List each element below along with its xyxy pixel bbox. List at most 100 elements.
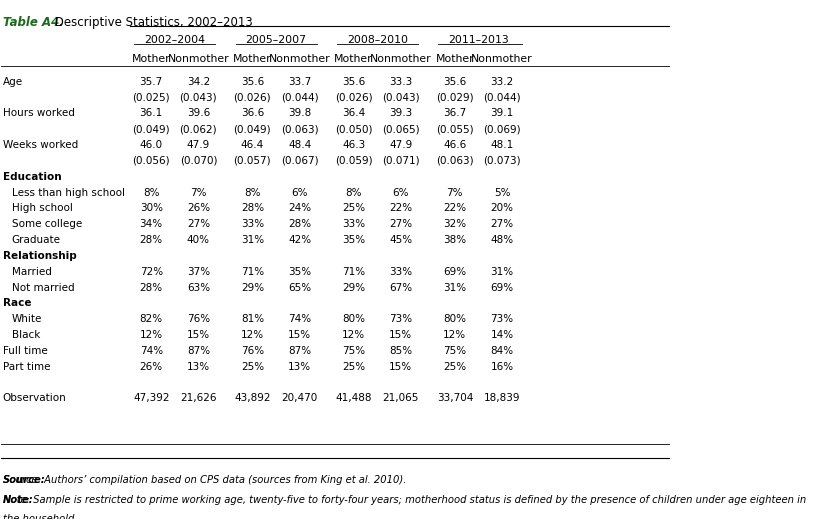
Text: Mother: Mother — [132, 53, 170, 63]
Text: (0.044): (0.044) — [281, 92, 318, 103]
Text: 33.3: 33.3 — [389, 77, 412, 87]
Text: (0.026): (0.026) — [234, 92, 271, 103]
Text: 71%: 71% — [342, 267, 365, 277]
Text: 15%: 15% — [187, 330, 210, 340]
Text: Education: Education — [3, 172, 61, 182]
Text: 41,488: 41,488 — [336, 393, 372, 403]
Text: 39.6: 39.6 — [187, 108, 210, 118]
Text: 31%: 31% — [443, 282, 467, 293]
Text: 47.9: 47.9 — [389, 140, 412, 150]
Text: 33%: 33% — [240, 219, 264, 229]
Text: 72%: 72% — [139, 267, 163, 277]
Text: 18,839: 18,839 — [483, 393, 520, 403]
Text: 24%: 24% — [288, 203, 311, 213]
Text: 80%: 80% — [342, 314, 365, 324]
Text: Mother: Mother — [436, 53, 474, 63]
Text: 29%: 29% — [240, 282, 264, 293]
Text: High school: High school — [12, 203, 73, 213]
Text: Note:: Note: — [3, 495, 33, 505]
Text: 21,065: 21,065 — [382, 393, 419, 403]
Text: 46.0: 46.0 — [139, 140, 163, 150]
Text: Hours worked: Hours worked — [3, 108, 74, 118]
Text: Mother: Mother — [233, 53, 271, 63]
Text: 25%: 25% — [342, 362, 365, 372]
Text: 39.1: 39.1 — [490, 108, 514, 118]
Text: Some college: Some college — [12, 219, 82, 229]
Text: 35.6: 35.6 — [342, 77, 365, 87]
Text: 87%: 87% — [288, 346, 311, 356]
Text: 36.1: 36.1 — [139, 108, 163, 118]
Text: (0.065): (0.065) — [382, 124, 420, 134]
Text: 33%: 33% — [389, 267, 412, 277]
Text: (0.050): (0.050) — [335, 124, 372, 134]
Text: 31%: 31% — [490, 267, 514, 277]
Text: 75%: 75% — [443, 346, 467, 356]
Text: 48%: 48% — [490, 235, 514, 245]
Text: 35.6: 35.6 — [240, 77, 264, 87]
Text: 84%: 84% — [490, 346, 514, 356]
Text: (0.056): (0.056) — [133, 156, 170, 166]
Text: 28%: 28% — [288, 219, 311, 229]
Text: 12%: 12% — [443, 330, 467, 340]
Text: 45%: 45% — [389, 235, 412, 245]
Text: 33%: 33% — [342, 219, 365, 229]
Text: Nonmother: Nonmother — [471, 53, 533, 63]
Text: 81%: 81% — [240, 314, 264, 324]
Text: 8%: 8% — [143, 187, 159, 198]
Text: Source: Authors’ compilation based on CPS data (sources from King et al. 2010).: Source: Authors’ compilation based on CP… — [3, 475, 406, 485]
Text: (0.071): (0.071) — [382, 156, 420, 166]
Text: 12%: 12% — [342, 330, 365, 340]
Text: 2002–2004: 2002–2004 — [144, 35, 205, 45]
Text: Nonmother: Nonmother — [370, 53, 432, 63]
Text: 74%: 74% — [139, 346, 163, 356]
Text: 76%: 76% — [240, 346, 264, 356]
Text: 48.1: 48.1 — [490, 140, 514, 150]
Text: (0.055): (0.055) — [436, 124, 473, 134]
Text: (0.029): (0.029) — [436, 92, 473, 103]
Text: 2005–2007: 2005–2007 — [245, 35, 306, 45]
Text: White: White — [12, 314, 42, 324]
Text: 27%: 27% — [389, 219, 412, 229]
Text: 25%: 25% — [443, 362, 467, 372]
Text: 33.7: 33.7 — [288, 77, 311, 87]
Text: Not married: Not married — [12, 282, 74, 293]
Text: Descriptive Statistics, 2002–2013: Descriptive Statistics, 2002–2013 — [51, 16, 253, 29]
Text: 34%: 34% — [139, 219, 163, 229]
Text: 22%: 22% — [389, 203, 412, 213]
Text: (0.026): (0.026) — [335, 92, 372, 103]
Text: 34.2: 34.2 — [187, 77, 210, 87]
Text: 46.6: 46.6 — [443, 140, 467, 150]
Text: 30%: 30% — [139, 203, 163, 213]
Text: 15%: 15% — [288, 330, 311, 340]
Text: Graduate: Graduate — [12, 235, 60, 245]
Text: (0.025): (0.025) — [133, 92, 170, 103]
Text: 69%: 69% — [490, 282, 514, 293]
Text: 35.7: 35.7 — [139, 77, 163, 87]
Text: (0.043): (0.043) — [180, 92, 217, 103]
Text: 36.4: 36.4 — [342, 108, 365, 118]
Text: 13%: 13% — [187, 362, 210, 372]
Text: 33,704: 33,704 — [437, 393, 473, 403]
Text: 5%: 5% — [493, 187, 510, 198]
Text: Table A4.: Table A4. — [3, 16, 63, 29]
Text: Weeks worked: Weeks worked — [3, 140, 78, 150]
Text: Observation: Observation — [3, 393, 67, 403]
Text: 48.4: 48.4 — [288, 140, 311, 150]
Text: 28%: 28% — [240, 203, 264, 213]
Text: 46.3: 46.3 — [342, 140, 365, 150]
Text: 76%: 76% — [187, 314, 210, 324]
Text: Mother: Mother — [334, 53, 373, 63]
Text: (0.070): (0.070) — [180, 156, 217, 166]
Text: 35%: 35% — [288, 267, 311, 277]
Text: 36.6: 36.6 — [240, 108, 264, 118]
Text: 63%: 63% — [187, 282, 210, 293]
Text: 15%: 15% — [389, 362, 412, 372]
Text: 27%: 27% — [187, 219, 210, 229]
Text: 29%: 29% — [342, 282, 365, 293]
Text: Source:: Source: — [3, 475, 45, 485]
Text: Nonmother: Nonmother — [168, 53, 230, 63]
Text: Nonmother: Nonmother — [269, 53, 331, 63]
Text: Black: Black — [12, 330, 40, 340]
Text: 73%: 73% — [490, 314, 514, 324]
Text: 40%: 40% — [187, 235, 210, 245]
